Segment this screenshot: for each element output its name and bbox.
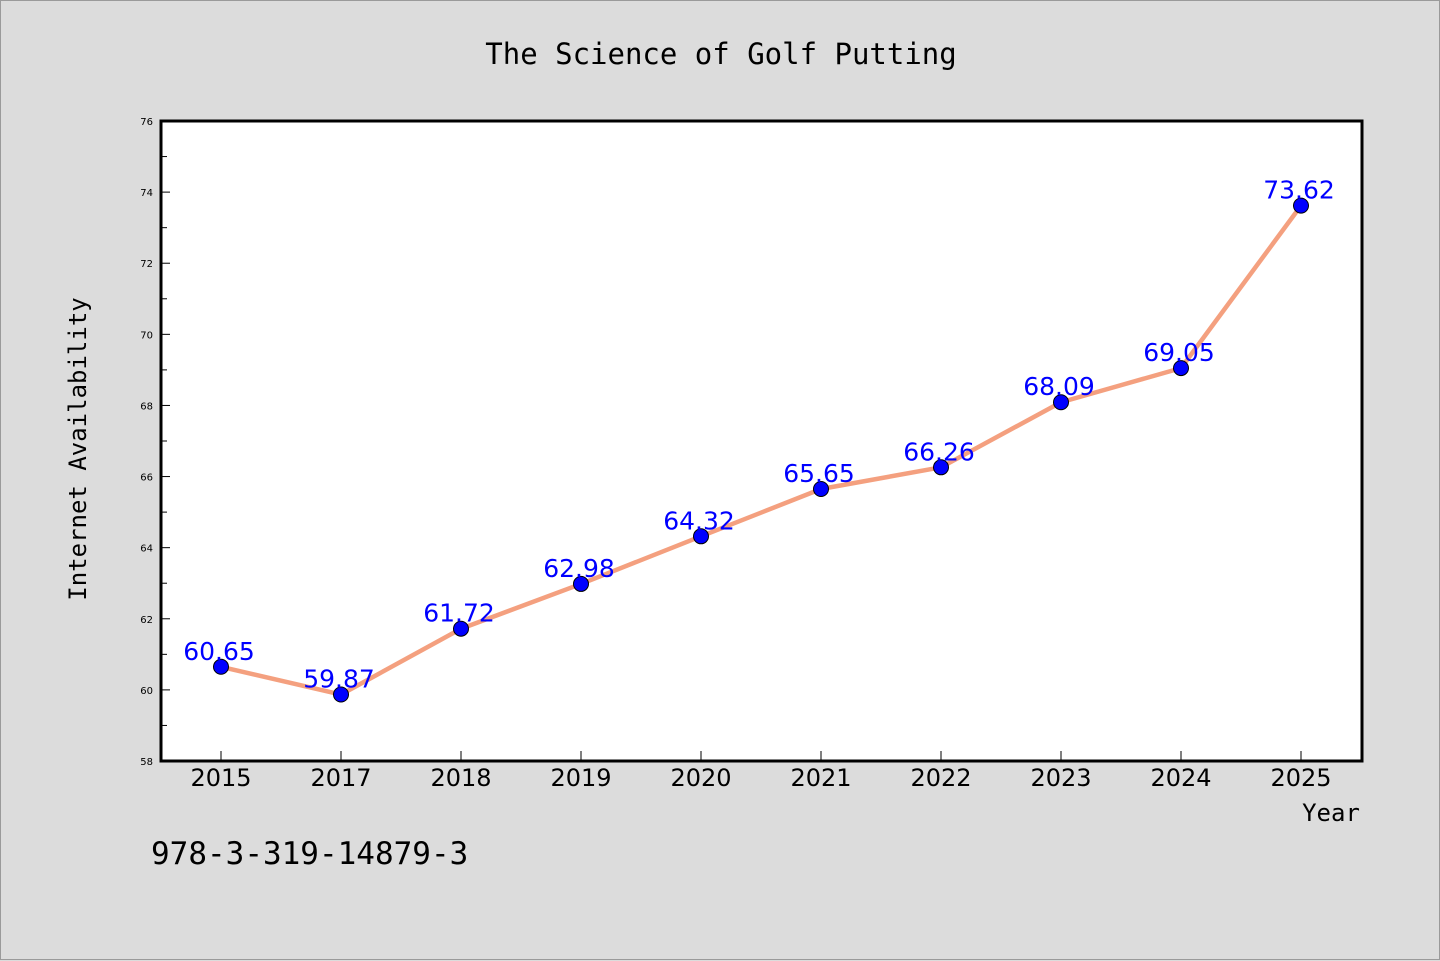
data-point-marker xyxy=(333,686,349,703)
y-tick-label: 58 xyxy=(140,757,153,768)
data-point-marker xyxy=(453,620,469,637)
y-tick-label: 60 xyxy=(140,686,153,697)
data-point-marker xyxy=(813,481,829,497)
chart-title: The Science of Golf Putting xyxy=(485,37,956,71)
y-tick-label: 70 xyxy=(140,330,153,341)
x-tick-label: 2015 xyxy=(190,764,251,792)
x-tick-label: 2023 xyxy=(1030,764,1091,792)
y-tick-label: 72 xyxy=(140,259,153,270)
data-point-marker xyxy=(1293,197,1309,214)
y-axis-label: Internet Availability xyxy=(64,297,92,600)
data-label: 68.09 xyxy=(1023,372,1095,401)
data-label: 73.62 xyxy=(1263,176,1335,205)
x-axis-label: Year xyxy=(1302,799,1360,827)
isbn-annotation: 978-3-319-14879-3 xyxy=(151,836,468,872)
y-tick-label: 62 xyxy=(140,615,153,626)
data-point-marker xyxy=(933,459,949,476)
x-tick-label: 2025 xyxy=(1270,764,1331,792)
series-polyline xyxy=(218,203,1304,697)
data-point-marker xyxy=(693,528,709,545)
y-tick-label: 68 xyxy=(140,401,153,412)
data-point-marker xyxy=(213,658,229,675)
x-tick-label: 2021 xyxy=(790,764,851,792)
plot-area xyxy=(159,119,1364,763)
x-tick-label: 2017 xyxy=(310,764,371,792)
x-tick-label: 2019 xyxy=(550,764,611,792)
data-label: 65.65 xyxy=(783,459,855,488)
y-tick-label: 76 xyxy=(140,117,153,128)
data-label: 62.98 xyxy=(543,554,615,583)
x-tick-label: 2022 xyxy=(910,764,971,792)
data-label: 60.65 xyxy=(183,637,255,666)
x-axis: 2015 2017 2018 2019 2020 2021 2022 2023 2024 2025 xyxy=(190,751,1332,792)
data-label: 61.72 xyxy=(423,599,495,628)
series-line xyxy=(213,197,1309,703)
data-point-marker xyxy=(1173,360,1189,377)
y-axis: 58 60 62 64 66 68 70 72 74 76 xyxy=(140,117,170,768)
data-label: 69.05 xyxy=(1143,338,1215,367)
y-tick-label: 66 xyxy=(140,473,153,484)
data-label: 64.32 xyxy=(663,506,735,535)
data-labels: 60.65 59.87 61.72 62.98 64.32 65.65 66.26 68.09… xyxy=(183,176,1335,694)
x-tick-label: 2018 xyxy=(430,764,491,792)
data-point-marker xyxy=(573,575,589,592)
x-tick-label: 2024 xyxy=(1150,764,1211,792)
data-point-marker xyxy=(1053,394,1069,411)
y-tick-label: 64 xyxy=(140,544,153,555)
data-label: 66.26 xyxy=(903,437,975,466)
y-tick-label: 74 xyxy=(140,188,153,199)
data-label: 59.87 xyxy=(303,665,375,694)
x-tick-label: 2020 xyxy=(670,764,731,792)
